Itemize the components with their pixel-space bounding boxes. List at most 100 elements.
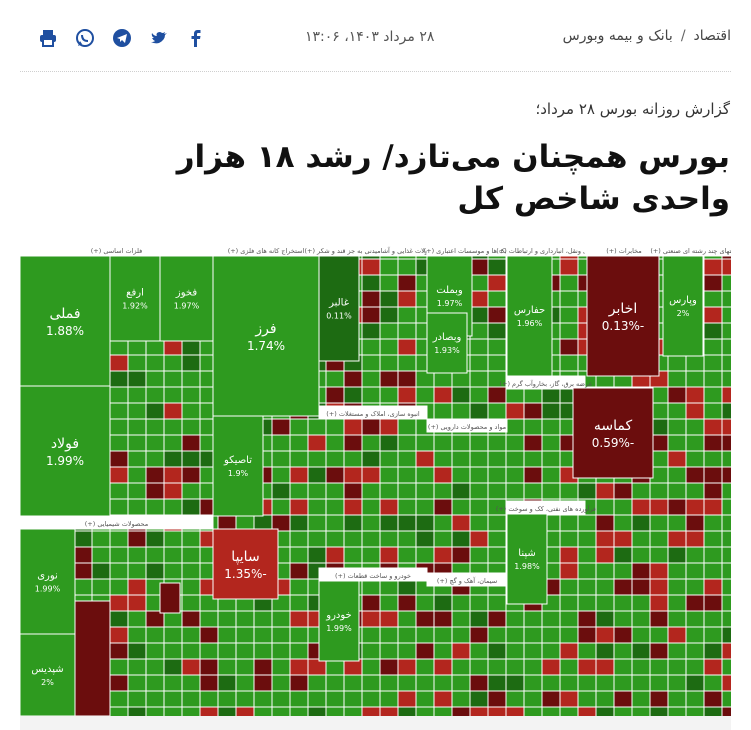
heatmap-small-tile — [703, 674, 723, 692]
heatmap-small-tile — [145, 466, 165, 484]
heatmap-small-tile — [523, 402, 543, 420]
heatmap-small-tile — [127, 466, 147, 484]
heatmap-small-tile — [631, 674, 651, 692]
heatmap-small-tile — [595, 562, 615, 580]
heatmap-small-tile — [433, 498, 453, 516]
heatmap-tile — [318, 580, 360, 662]
whatsapp-icon[interactable] — [75, 28, 95, 48]
heatmap-small-tile — [181, 674, 201, 692]
heatmap-small-tile — [433, 594, 453, 612]
heatmap-small-tile — [397, 674, 417, 692]
heatmap-small-tile — [595, 514, 615, 532]
heatmap-small-tile — [469, 482, 489, 500]
heatmap-small-tile — [127, 386, 147, 404]
heatmap-tile — [20, 633, 76, 716]
print-icon[interactable] — [38, 28, 58, 48]
heatmap-small-tile — [649, 642, 669, 660]
heatmap-small-tile — [487, 690, 507, 708]
heatmap-small-tile — [721, 466, 731, 484]
heatmap-small-tile — [541, 610, 561, 628]
heatmap-small-tile — [271, 674, 291, 692]
heatmap-small-tile — [703, 338, 723, 356]
heatmap-small-tile — [379, 258, 399, 276]
heatmap-small-tile — [451, 530, 471, 548]
heatmap-tile-symbol: ارفع — [126, 288, 144, 299]
twitter-icon[interactable] — [149, 28, 169, 48]
heatmap-small-tile — [361, 594, 381, 612]
heatmap-small-tile — [109, 530, 129, 548]
heatmap-small-tile — [505, 418, 525, 436]
heatmap-small-tile — [73, 578, 93, 596]
heatmap-small-tile — [235, 642, 255, 660]
heatmap-small-tile — [613, 626, 633, 644]
heatmap-small-tile — [181, 402, 201, 420]
heatmap-small-tile — [325, 450, 345, 468]
heatmap-small-tile — [127, 450, 147, 468]
heatmap-small-tile — [361, 482, 381, 500]
heatmap-small-tile — [685, 386, 705, 404]
heatmap-small-tile — [613, 610, 633, 628]
heatmap-small-tile — [217, 658, 237, 676]
heatmap-small-tile — [577, 626, 597, 644]
heatmap-small-tile — [433, 434, 453, 452]
heatmap-small-tile — [667, 642, 687, 660]
heatmap-small-tile — [145, 418, 165, 436]
heatmap-small-tile — [235, 610, 255, 628]
heatmap-small-tile — [523, 658, 543, 676]
heatmap-small-tile — [523, 434, 543, 452]
heatmap-small-tile — [721, 450, 731, 468]
heatmap-small-tile — [271, 690, 291, 708]
heatmap-small-tile — [613, 482, 633, 500]
heatmap-tile-symbol: سایپا — [231, 549, 259, 565]
facebook-icon[interactable] — [186, 28, 206, 48]
heatmap-small-tile — [469, 674, 489, 692]
heatmap-tile-change: 1.99% — [46, 454, 84, 468]
heatmap-small-tile — [559, 306, 579, 324]
heatmap-small-tile — [703, 418, 723, 436]
heatmap-small-tile — [361, 434, 381, 452]
heatmap-tile-symbol: نوری — [37, 571, 58, 582]
heatmap-small-tile — [487, 594, 507, 612]
sector-header-label: انبوه سازی، املاک و مستغلات (+) — [326, 410, 420, 418]
heatmap-small-tile — [487, 338, 507, 356]
heatmap-small-tile — [469, 690, 489, 708]
heatmap-small-tile — [667, 594, 687, 612]
heatmap-small-tile — [541, 450, 561, 468]
heatmap-small-tile — [649, 690, 669, 708]
heatmap-small-tile — [109, 370, 129, 388]
heatmap-small-tile — [469, 434, 489, 452]
heatmap-small-tile — [361, 642, 381, 660]
heatmap-small-tile — [271, 498, 291, 516]
heatmap-small-tile — [163, 706, 183, 716]
heatmap-small-tile — [109, 690, 129, 708]
heatmap-small-tile — [289, 418, 309, 436]
heatmap-small-tile — [631, 594, 651, 612]
heatmap-small-tile — [703, 306, 723, 324]
heatmap-small-tile — [343, 690, 363, 708]
heatmap-small-tile — [505, 482, 525, 500]
heatmap-small-tile — [487, 610, 507, 628]
breadcrumb-item-bank-insurance-bourse[interactable]: بانک و بیمه وبورس — [562, 28, 673, 44]
sector-header-label: عرضه برق، گاز، بخاروآب گرم (+) — [499, 379, 592, 388]
heatmap-tile-change: 1.99% — [326, 624, 352, 633]
heatmap-small-tile — [649, 674, 669, 692]
heatmap-small-tile — [631, 562, 651, 580]
heatmap-small-tile — [361, 514, 381, 532]
heatmap-small-tile — [199, 690, 219, 708]
heatmap-small-tile — [667, 546, 687, 564]
heatmap-small-tile — [469, 322, 489, 340]
heatmap-small-tile — [379, 514, 399, 532]
heatmap-small-tile — [145, 706, 165, 716]
heatmap-small-tile — [163, 466, 183, 484]
heatmap-small-tile — [595, 578, 615, 596]
telegram-icon[interactable] — [112, 28, 132, 48]
heatmap-small-tile — [667, 498, 687, 516]
heatmap-small-tile — [451, 450, 471, 468]
heatmap-small-tile — [235, 706, 255, 716]
heatmap-small-tile — [127, 578, 147, 596]
breadcrumb-item-economy[interactable]: اقتصاد — [693, 28, 731, 44]
heatmap-small-tile — [127, 482, 147, 500]
heatmap-small-tile — [469, 706, 489, 716]
heatmap-small-tile — [649, 482, 669, 500]
heatmap-small-tile — [109, 658, 129, 676]
